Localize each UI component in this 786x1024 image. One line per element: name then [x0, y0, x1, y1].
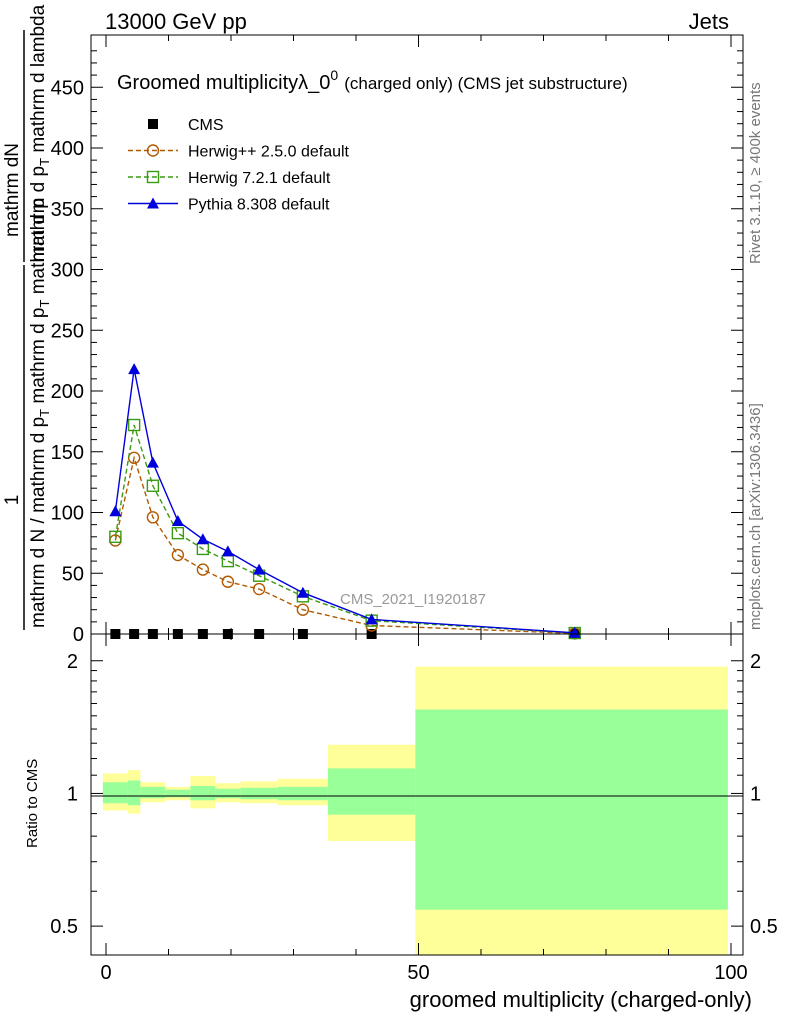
ylabel-prefactor-num: 1 [2, 495, 23, 506]
series-pythia-8-308-default [109, 363, 581, 638]
data-point [365, 613, 378, 625]
data-point [171, 515, 184, 527]
data-point [146, 511, 160, 524]
ylabel-den: mathrm d pT mathrm d lambda [28, 4, 52, 262]
data-point [146, 479, 160, 492]
title-main: Groomed multiplicity [117, 72, 298, 94]
stat-uncertainty-band [102, 782, 128, 804]
y-tick-label: 1 [67, 783, 78, 805]
y-tick-label: 2 [67, 651, 78, 673]
y-tick-label: 200 [51, 381, 84, 403]
ratio-panel: 0.5 0.5 1 1 2 2 0 50 100 Ratio to CMS groomed mu… [24, 633, 778, 1012]
header-right: Jets [689, 9, 729, 34]
ylabel-den1: mathrm d p [28, 166, 49, 262]
data-point [296, 603, 310, 616]
y-tick-label: 150 [51, 442, 84, 464]
legend-label: Pythia 8.308 default [188, 197, 330, 214]
header-left: 13000 GeV pp [105, 9, 247, 34]
data-point [171, 548, 185, 562]
stat-uncertainty-band [327, 768, 416, 815]
stat-uncertainty-band [127, 780, 141, 806]
title-lambda: λ_0 [298, 72, 330, 94]
data-point [196, 563, 210, 576]
stat-uncertainty-band [215, 788, 241, 799]
ylabel-pref-den2: mathrm d p [28, 308, 49, 409]
ratio-y-label: Ratio to CMS [24, 759, 41, 848]
data-point [109, 530, 122, 543]
legend-marker [146, 144, 160, 157]
main-y-label: 1 mathrm d N / mathrm d pT mathrm d pT m… [2, 4, 52, 630]
data-point [127, 418, 141, 432]
ylabel-pref-den3: mathrm d p [28, 198, 49, 299]
legend-label: Herwig++ 2.5.0 default [188, 144, 350, 161]
ylabel-num: mathrm dN [2, 143, 23, 237]
rivet-label: Rivet 3.1.10, ≥ 400k events [747, 82, 764, 264]
ratio-frame [90, 633, 744, 956]
data-point [253, 563, 266, 575]
data-point [221, 545, 234, 557]
data-point [296, 586, 309, 598]
legend-marker [148, 119, 158, 129]
data-point [221, 575, 235, 588]
series-herwig-2-5-0-default [109, 451, 581, 640]
y-tick-label-right: 1 [750, 783, 761, 805]
stat-uncertainty-band [415, 709, 728, 910]
y-tick-label: 250 [51, 320, 84, 342]
legend-label: CMS [188, 117, 224, 134]
ylabel-pref-den1-sub: T [37, 409, 52, 417]
x-tick-label: 0 [100, 962, 111, 984]
plot-title: Groomed multiplicityλ_00 (charged only) (… [117, 67, 628, 94]
stat-uncertainty-band [165, 789, 191, 798]
stat-uncertainty-band [190, 785, 216, 801]
data-point [146, 456, 159, 468]
main-axis-ticks: 0 50 100 150 200 250 300 350 400 450 [51, 35, 743, 646]
y-tick-label-right: 0.5 [750, 916, 778, 938]
y-tick-label: 0.5 [50, 916, 78, 938]
ylabel-den1-sub: T [37, 158, 52, 166]
ylabel-pref-den2-sub: T [37, 300, 52, 308]
y-tick-label: 300 [51, 260, 84, 282]
series-line [114, 424, 575, 634]
y-tick-label: 450 [51, 77, 84, 99]
data-point [171, 526, 185, 540]
y-tick-label: 350 [51, 199, 84, 221]
stat-uncertainty-band [277, 786, 328, 801]
y-tick-label-right: 2 [750, 651, 761, 673]
x-tick-label: 50 [407, 962, 429, 984]
y-tick-label: 100 [51, 503, 84, 525]
x-axis-label: groomed multiplicity (charged-only) [410, 987, 752, 1012]
y-tick-label: 50 [62, 563, 84, 585]
ratio-axis-ticks: 0.5 0.5 1 1 2 2 0 50 100 [50, 634, 778, 984]
data-point [568, 626, 581, 638]
ylabel-den2: mathrm d lambda [28, 4, 49, 158]
mcplots-label: mcplots.cern.ch [arXiv:1306.3436] [747, 403, 764, 630]
watermark: CMS_2021_I1920187 [340, 591, 486, 608]
stat-uncertainty-band [240, 787, 278, 800]
data-point [128, 363, 141, 375]
legend-marker [147, 197, 159, 209]
legend-label: Herwig 7.2.1 default [188, 170, 331, 187]
data-point [196, 533, 209, 545]
y-tick-label: 400 [51, 138, 84, 160]
ratio-bands [102, 666, 728, 955]
ylabel-prefactor-den: mathrm d N / mathrm d pT mathrm d pT mat… [28, 198, 52, 628]
y-tick-label: 0 [73, 624, 84, 646]
series-line [114, 368, 575, 634]
title-sup: 0 [330, 67, 338, 83]
legend-marker [146, 170, 160, 184]
title-suffix: (charged only) (CMS jet substructure) [344, 74, 627, 93]
data-point [109, 505, 122, 517]
data-point [221, 554, 235, 568]
stat-uncertainty-band [140, 786, 166, 799]
x-tick-label: 100 [714, 962, 747, 984]
legend: CMS Herwig++ 2.5.0 default Herwig 7.2.1 de… [128, 117, 350, 214]
ylabel-pref-den1: mathrm d N / mathrm d p [28, 417, 49, 628]
data-point [252, 582, 266, 596]
series-line [114, 455, 575, 635]
main-panel: 0 50 100 150 200 250 300 350 400 450 Groomed mult… [2, 4, 744, 646]
